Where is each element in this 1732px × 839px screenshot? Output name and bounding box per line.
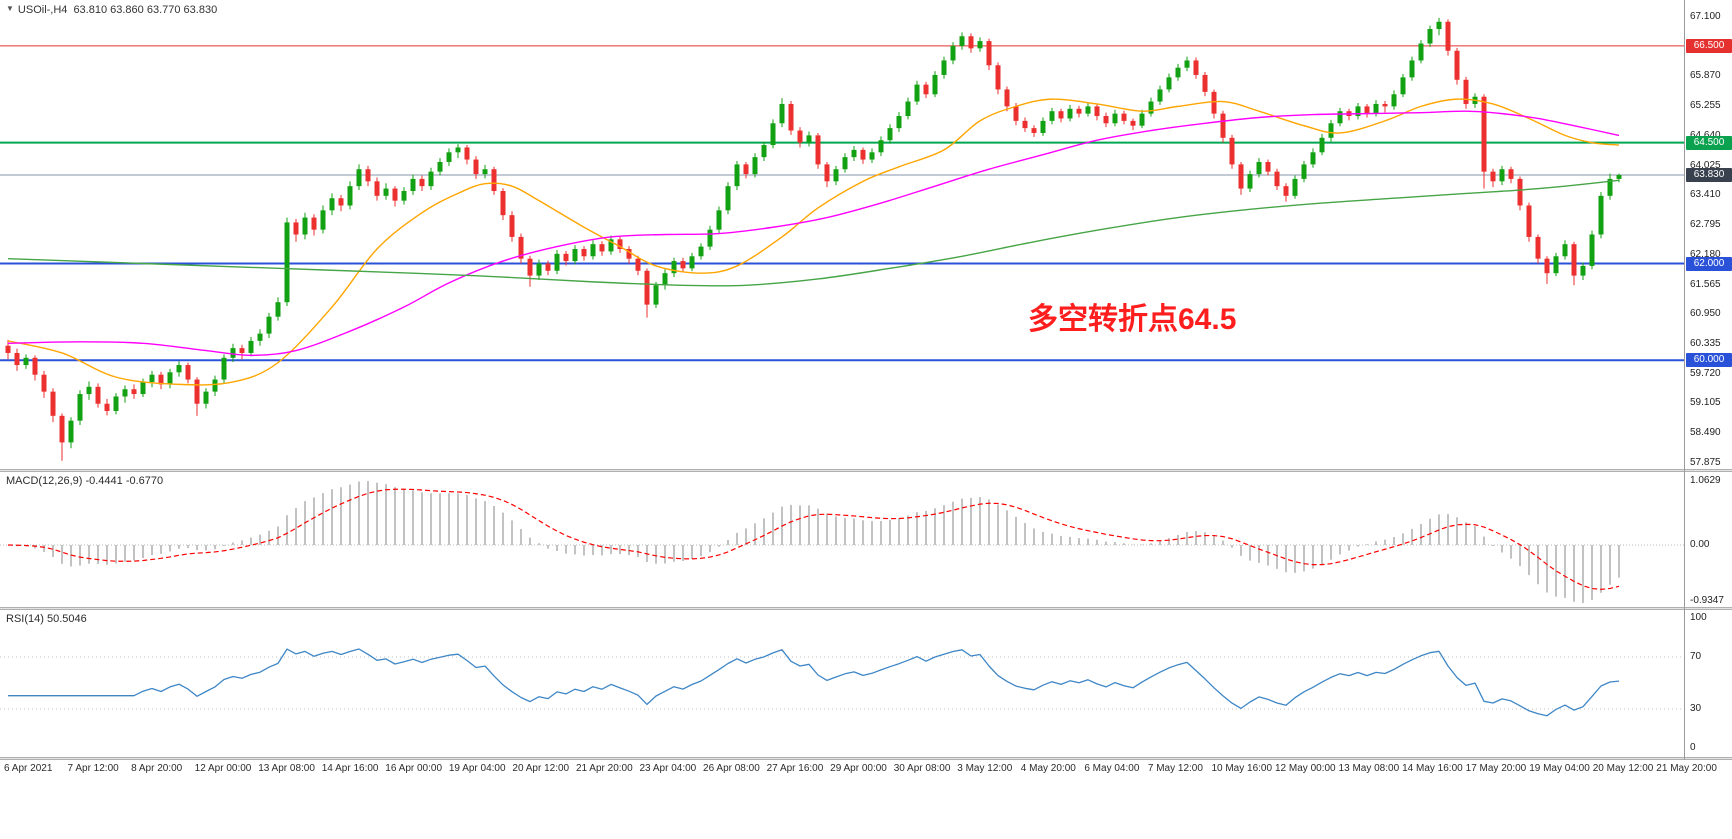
price-badge-63.830: 63.830: [1686, 168, 1732, 183]
rsi-axis-label-30: 30: [1690, 703, 1702, 714]
panel-separator[interactable]: [0, 757, 1732, 760]
time-axis-label: 14 Apr 16:00: [321, 763, 379, 774]
time-axis-label: 19 May 04:00: [1529, 763, 1590, 774]
rsi-axis-label-100: 100: [1690, 612, 1707, 623]
chart-header: ▼ USOil-,H4 63.810 63.860 63.770 63.830: [6, 4, 217, 16]
ma-fast-line: [7, 98, 1620, 386]
rsi-line: [8, 648, 1620, 717]
time-axis-label: 7 May 12:00: [1147, 763, 1203, 774]
candles-layer: [5, 17, 1622, 461]
macd-canvas[interactable]: [0, 472, 1732, 607]
ohlc-values-label: 63.810 63.860 63.770 63.830: [73, 4, 218, 16]
main-chart-panel[interactable]: ▼ USOil-,H4 63.810 63.860 63.770 63.830 多空…: [0, 0, 1732, 469]
panel-separator[interactable]: [0, 607, 1732, 610]
price-axis-label: 64.025: [1690, 159, 1721, 171]
time-axis-label: 23 Apr 04:00: [639, 763, 697, 774]
price-axis-border: [1684, 0, 1685, 760]
macd-panel[interactable]: MACD(12,26,9) -0.4441 -0.6770 1.0629 0.00…: [0, 472, 1732, 607]
price-axis-label: 59.720: [1690, 367, 1721, 379]
time-axis-label: 19 Apr 04:00: [448, 763, 506, 774]
time-axis-label: 16 Apr 00:00: [385, 763, 443, 774]
time-axis-label: 14 May 16:00: [1402, 763, 1463, 774]
macd-axis-label-max: 1.0629: [1690, 475, 1721, 486]
time-axis-label: 3 May 12:00: [957, 763, 1013, 774]
panel-separator[interactable]: [0, 469, 1732, 472]
time-axis-label: 17 May 20:00: [1465, 763, 1527, 774]
macd-axis-label-min: -0.9347: [1690, 595, 1724, 606]
symbol-dropdown-icon[interactable]: ▼: [6, 4, 14, 13]
ma-slow-line: [7, 179, 1620, 287]
price-axis-label: 62.795: [1690, 219, 1721, 231]
time-axis-label: 12 May 00:00: [1275, 763, 1336, 774]
rsi-axis-label-0: 0: [1690, 742, 1696, 753]
chart-annotation-text[interactable]: 多空转折点64.5: [1028, 303, 1237, 336]
rsi-canvas[interactable]: [0, 610, 1732, 757]
price-axis-label: 61.565: [1690, 278, 1721, 290]
time-axis-label: 27 Apr 16:00: [766, 763, 824, 774]
price-axis-label: 62.180: [1690, 248, 1721, 260]
time-axis-label: 8 Apr 20:00: [131, 763, 183, 774]
price-badge-62.000: 62.000: [1686, 256, 1732, 271]
time-axis-label: 30 Apr 08:00: [893, 763, 951, 774]
price-badge-64.500: 64.500: [1686, 135, 1732, 150]
time-axis-label: 12 Apr 00:00: [194, 763, 252, 774]
price-axis-label: 63.410: [1690, 189, 1721, 201]
price-axis-label: 60.335: [1690, 338, 1721, 349]
time-axis-label: 4 May 20:00: [1020, 763, 1076, 774]
macd-indicator-label: MACD(12,26,9) -0.4441 -0.6770: [6, 475, 164, 487]
price-axis-label: 57.875: [1690, 456, 1721, 468]
time-axis-label: 7 Apr 12:00: [67, 763, 119, 774]
time-axis-label: 29 Apr 00:00: [830, 763, 887, 774]
time-axis-label: 26 Apr 08:00: [703, 763, 760, 774]
macd-histogram: [16, 481, 1620, 603]
price-axis-label: 59.105: [1690, 397, 1721, 409]
macd-signal-line: [7, 488, 1620, 590]
price-axis-label: 65.870: [1690, 70, 1721, 82]
time-axis-label: 6 Apr 2021: [4, 763, 53, 774]
rsi-axis-label-70: 70: [1690, 651, 1702, 662]
time-axis-label: 21 May 20:00: [1656, 763, 1717, 774]
time-axis[interactable]: 6 Apr 2021 7 Apr 12:00 8 Apr 20:00 12 Apr 0…: [0, 760, 1732, 780]
price-axis-label: 58.490: [1690, 427, 1721, 439]
main-chart-canvas[interactable]: [0, 0, 1732, 469]
time-axis-label: 20 Apr 12:00: [512, 763, 570, 774]
time-axis-label: 6 May 04:00: [1084, 763, 1140, 774]
price-axis-label: 60.950: [1690, 308, 1721, 320]
price-axis-label: 64.640: [1690, 130, 1721, 141]
price-axis-label: 67.100: [1690, 10, 1721, 22]
time-axis-label: 13 May 08:00: [1338, 763, 1400, 774]
horizontal-lines[interactable]: [0, 45, 1684, 362]
time-axis-label: 13 Apr 08:00: [258, 763, 315, 774]
symbol-period-label: USOil-,H4: [17, 4, 68, 16]
time-axis-label: 10 May 16:00: [1211, 763, 1273, 774]
macd-axis-label-zero: 0.00: [1690, 539, 1710, 550]
ma-mid-line: [7, 110, 1620, 357]
moving-averages: [7, 98, 1620, 386]
time-axis-label: 20 May 12:00: [1592, 763, 1654, 774]
price-axis-label: 65.255: [1690, 100, 1721, 112]
price-badge-60.000: 60.000: [1686, 353, 1732, 368]
time-axis-label: 21 Apr 20:00: [575, 763, 633, 774]
price-badge-66.500: 66.500: [1686, 38, 1732, 53]
rsi-panel[interactable]: RSI(14) 50.5046 100 70 30 0: [0, 610, 1732, 757]
rsi-indicator-label: RSI(14) 50.5046: [6, 613, 87, 625]
